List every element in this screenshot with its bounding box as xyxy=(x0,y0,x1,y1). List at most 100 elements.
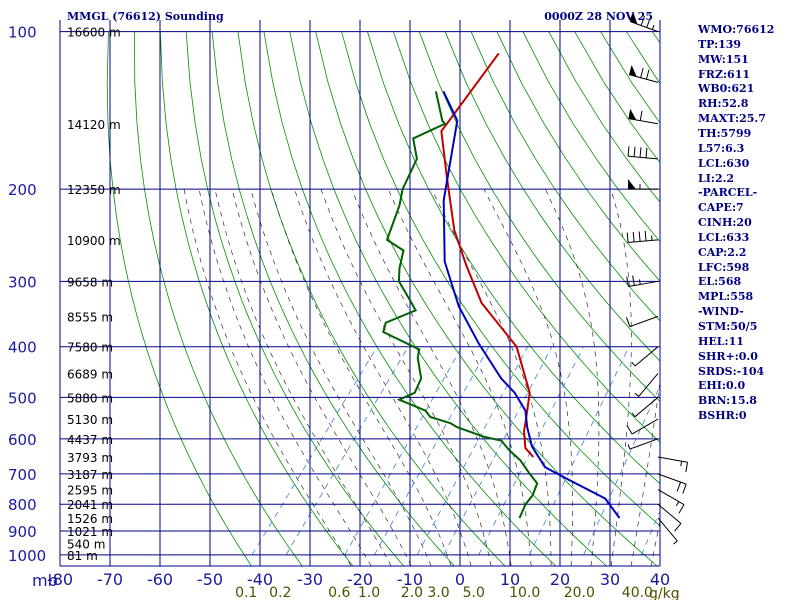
sounding-index-item: WMO:76612 xyxy=(698,23,775,36)
parcel-profile-line xyxy=(442,90,621,519)
height-label: 6689 m xyxy=(67,367,113,381)
mixing-ratio-line xyxy=(478,346,584,556)
moist-adiabat-line xyxy=(231,189,412,566)
wind-barb-staff xyxy=(628,155,659,160)
temperature-tick-label: -50 xyxy=(197,570,223,589)
sounding-index-item: -WIND- xyxy=(698,305,744,319)
wind-barb-feather xyxy=(640,15,645,26)
sounding-index-item: LFC:598 xyxy=(698,260,750,274)
sounding-index-item: CAPE:7 xyxy=(698,201,744,215)
wind-barb-feather xyxy=(674,523,682,532)
height-label: 3793 m xyxy=(67,451,113,465)
mixing-ratio-label: 2.0 xyxy=(401,585,423,600)
mixing-ratio-line xyxy=(251,346,378,556)
moist-adiabat-line xyxy=(294,189,472,566)
sounding-index-item: EHI:0.0 xyxy=(698,379,746,393)
sounding-index-item: MPL:558 xyxy=(698,290,754,304)
dry-adiabat-line xyxy=(185,31,404,566)
wind-barb-pennant xyxy=(628,179,636,190)
sounding-index-item: HEL:11 xyxy=(698,334,744,348)
sounding-index-item: SHR+:0.0 xyxy=(698,349,758,363)
sounding-index-item: WB0:621 xyxy=(698,82,755,96)
moist-adiabat-line xyxy=(387,189,532,566)
sounding-index-item: BSHR:0 xyxy=(698,409,747,423)
sounding-index-item: LCL:630 xyxy=(698,156,750,170)
pressure-tick-label: 600 xyxy=(8,431,37,449)
wind-barb-feather xyxy=(633,146,636,157)
wind-barb xyxy=(657,489,685,514)
dry-adiabats xyxy=(106,31,660,566)
wind-barb xyxy=(626,230,659,243)
wind-barbs xyxy=(625,11,689,545)
sounding-index-item: RH:52.8 xyxy=(698,97,749,111)
dry-adiabat-line xyxy=(341,31,660,527)
wind-barb xyxy=(657,456,689,473)
mixing-ratio-label: 3.0 xyxy=(427,585,449,600)
sounding-index-item: MAXT:25.7 xyxy=(698,112,766,126)
wind-barb xyxy=(628,179,658,190)
height-label: 12350 m xyxy=(67,183,121,197)
dry-adiabat-line xyxy=(211,31,455,566)
moist-adiabat-line xyxy=(183,189,352,566)
wind-barb-feather xyxy=(645,147,648,158)
pressure-tick-label: 500 xyxy=(8,389,37,407)
wind-barb-half-feather xyxy=(675,501,680,507)
chart-title: MMGL (76612) Sounding xyxy=(67,10,224,23)
moist-adiabat-line xyxy=(351,189,512,566)
dry-adiabat-line xyxy=(263,31,556,566)
wind-barb-pennant xyxy=(629,64,637,77)
height-label: 5130 m xyxy=(67,413,113,427)
wind-barb xyxy=(626,418,659,435)
height-label: 10900 m xyxy=(67,234,121,248)
height-label: 14120 m xyxy=(67,118,121,132)
wind-barb-pennant xyxy=(629,11,638,25)
wind-barb-half-feather xyxy=(631,361,636,367)
moist-adiabat-line xyxy=(483,189,574,566)
wind-barb-feather xyxy=(632,231,635,243)
wind-barb xyxy=(657,473,687,494)
sounding-index-item: LCL:633 xyxy=(698,230,750,244)
wind-barb-feather xyxy=(639,147,642,158)
wind-barb-feather xyxy=(644,230,647,241)
pressure-tick-label: 1000 xyxy=(8,547,46,565)
mixing-ratio-label: 10.0 xyxy=(509,585,540,600)
moist-adiabat-line xyxy=(431,189,552,566)
sounding-index-item: MW:151 xyxy=(698,52,749,66)
mixing-ratio-label: 0.6 xyxy=(328,585,350,600)
wind-barb-half-feather xyxy=(638,279,641,285)
wind-barb xyxy=(634,373,659,397)
wind-barb xyxy=(657,517,678,545)
mixing-ratio-label: 1.0 xyxy=(358,585,380,600)
wind-barb xyxy=(625,315,659,328)
sounding-index-item: TP:139 xyxy=(698,37,742,51)
wind-barb xyxy=(631,346,659,367)
wind-barb-staff xyxy=(634,397,659,418)
wind-barb-feather xyxy=(632,275,635,286)
wind-barb-staff xyxy=(628,118,659,125)
pressure-tick-label: 900 xyxy=(8,523,37,541)
mixing-ratio-label: 0.2 xyxy=(269,585,291,600)
mixing-ratio-label: 5.0 xyxy=(463,585,485,600)
wind-barb-feather xyxy=(626,276,629,287)
height-label: 3187 m xyxy=(67,468,113,482)
height-label: 540 m xyxy=(67,537,105,551)
dry-adiabat-line xyxy=(367,31,660,485)
mixing-ratio-line xyxy=(374,346,490,556)
wind-barb-feather xyxy=(646,17,651,28)
sounding-index-item: L57:6.3 xyxy=(698,141,745,155)
sounding-index-item: CINH:20 xyxy=(698,216,752,230)
wind-barb xyxy=(627,146,659,160)
temperature-tick-label: 10 xyxy=(500,570,520,589)
sounding-index-item: FRZ:611 xyxy=(698,67,751,81)
wind-barb-feather xyxy=(682,483,687,494)
temperature-tick-label: -30 xyxy=(297,570,323,589)
temperature-tick-label: -80 xyxy=(47,570,73,589)
wind-barb-half-feather xyxy=(680,461,683,467)
sounding-index-item: STM:50/5 xyxy=(698,320,758,333)
chart-datetime: 0000Z 28 NOV 25 xyxy=(544,10,653,23)
wind-barb-staff xyxy=(657,473,687,485)
dry-adiabat-line xyxy=(444,31,660,362)
profile-series xyxy=(382,52,621,519)
pressure-tick-label: 200 xyxy=(8,181,37,199)
